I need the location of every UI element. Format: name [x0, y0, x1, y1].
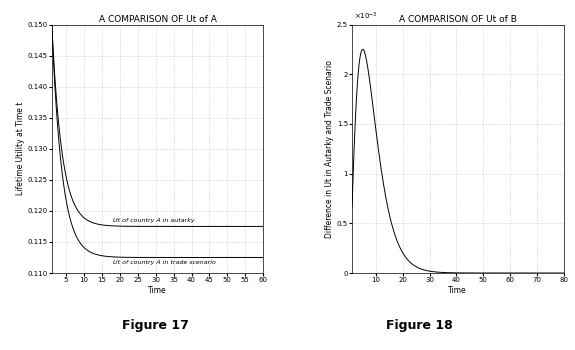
Text: Ut of country A in autarky: Ut of country A in autarky	[113, 218, 194, 223]
Y-axis label: Lifetime Utility at Time t: Lifetime Utility at Time t	[16, 102, 25, 195]
Title: A COMPARISON OF Ut of B: A COMPARISON OF Ut of B	[399, 15, 517, 24]
Text: Ut of country A in trade scenario: Ut of country A in trade scenario	[113, 260, 216, 265]
Y-axis label: Difference in Ut in Autarky and Trade Scenario: Difference in Ut in Autarky and Trade Sc…	[325, 60, 334, 238]
X-axis label: Time: Time	[448, 286, 467, 295]
X-axis label: Time: Time	[148, 286, 167, 295]
Text: $\times 10^{-3}$: $\times 10^{-3}$	[354, 11, 378, 22]
Text: Figure 17: Figure 17	[122, 319, 189, 332]
Text: Figure 18: Figure 18	[386, 319, 453, 332]
Title: A COMPARISON OF Ut of A: A COMPARISON OF Ut of A	[98, 15, 216, 24]
